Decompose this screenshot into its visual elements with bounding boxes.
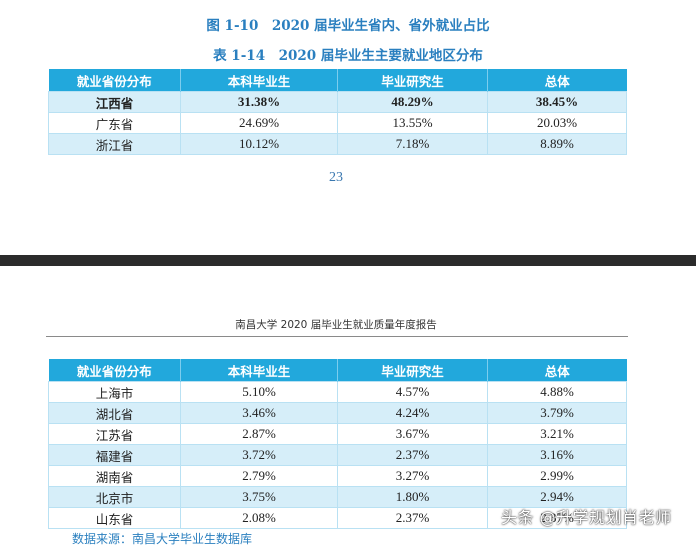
cell-graduate: 1.80% [337, 486, 488, 508]
cell-graduate: 48.29% [337, 91, 488, 113]
cell-overall: 4.88% [487, 381, 627, 403]
cell-graduate: 2.37% [337, 507, 488, 529]
table-row: 上海市 5.10% 4.57% 4.88% [48, 381, 627, 403]
table-header-row: 就业省份分布 本科毕业生 毕业研究生 总体 [48, 359, 627, 382]
data-source-note: 数据来源：南昌大学毕业生数据库 [72, 532, 253, 546]
cell-undergrad: 3.46% [180, 402, 338, 424]
cell-undergrad: 5.10% [180, 381, 338, 403]
cell-province: 湖南省 [48, 465, 181, 487]
table-row: 浙江省 10.12% 7.18% 8.89% [48, 133, 627, 155]
header-graduate: 毕业研究生 [337, 359, 488, 382]
cell-graduate: 4.24% [337, 402, 488, 424]
header-overall: 总体 [487, 359, 627, 382]
header-undergrad: 本科毕业生 [180, 69, 338, 92]
cell-undergrad: 2.08% [180, 507, 338, 529]
cell-province: 湖北省 [48, 402, 181, 424]
table-row: 湖南省 2.79% 3.27% 2.99% [48, 465, 627, 487]
cell-undergrad: 31.38% [180, 91, 338, 113]
cell-province: 山东省 [48, 507, 181, 529]
cell-overall: 3.16% [487, 444, 627, 466]
cell-overall: 8.89% [487, 133, 627, 155]
page-number: 23 [329, 170, 343, 185]
cell-undergrad: 2.87% [180, 423, 338, 445]
cell-overall: 3.79% [487, 402, 627, 424]
header-overall: 总体 [487, 69, 627, 92]
table-header-row: 就业省份分布 本科毕业生 毕业研究生 总体 [48, 69, 627, 92]
header-province: 就业省份分布 [48, 69, 181, 92]
employment-region-table-1: 就业省份分布 本科毕业生 毕业研究生 总体 江西省 31.38% 48.29% … [48, 69, 627, 155]
cell-province: 江西省 [48, 91, 181, 113]
cell-graduate: 3.27% [337, 465, 488, 487]
cell-overall: 2.94% [487, 486, 627, 508]
cell-province: 广东省 [48, 112, 181, 134]
employment-region-table-2: 就业省份分布 本科毕业生 毕业研究生 总体 上海市 5.10% 4.57% 4.… [48, 359, 627, 529]
page-separator [0, 255, 696, 266]
cell-graduate: 13.55% [337, 112, 488, 134]
cell-overall: 38.45% [487, 91, 627, 113]
header-rule [46, 336, 628, 337]
cell-province: 浙江省 [48, 133, 181, 155]
table-row: 江西省 31.38% 48.29% 38.45% [48, 91, 627, 113]
cell-graduate: 7.18% [337, 133, 488, 155]
running-header: 南昌大学 2020 届毕业生就业质量年度报告 [235, 319, 437, 331]
cell-graduate: 3.67% [337, 423, 488, 445]
table-row: 山东省 2.08% 2.37% 2.37% [48, 507, 627, 529]
table-row: 广东省 24.69% 13.55% 20.03% [48, 112, 627, 134]
cell-overall: 2.37% [487, 507, 627, 529]
cell-overall: 20.03% [487, 112, 627, 134]
cell-graduate: 2.37% [337, 444, 488, 466]
cell-undergrad: 2.79% [180, 465, 338, 487]
table-row: 福建省 3.72% 2.37% 3.16% [48, 444, 627, 466]
cell-undergrad: 10.12% [180, 133, 338, 155]
table-caption: 表 1-14 2020 届毕业生主要就业地区分布 [213, 48, 483, 64]
table-row: 江苏省 2.87% 3.67% 3.21% [48, 423, 627, 445]
cell-undergrad: 24.69% [180, 112, 338, 134]
cell-undergrad: 3.72% [180, 444, 338, 466]
watermark: 头条 @升学规划肖老师 [501, 508, 672, 527]
figure-caption: 图 1-10 2020 届毕业生省内、省外就业占比 [206, 18, 490, 34]
cell-overall: 2.99% [487, 465, 627, 487]
cell-province: 福建省 [48, 444, 181, 466]
cell-province: 北京市 [48, 486, 181, 508]
cell-province: 上海市 [48, 381, 181, 403]
cell-province: 江苏省 [48, 423, 181, 445]
cell-overall: 3.21% [487, 423, 627, 445]
header-province: 就业省份分布 [48, 359, 181, 382]
table-row: 北京市 3.75% 1.80% 2.94% [48, 486, 627, 508]
header-undergrad: 本科毕业生 [180, 359, 338, 382]
cell-graduate: 4.57% [337, 381, 488, 403]
table-row: 湖北省 3.46% 4.24% 3.79% [48, 402, 627, 424]
cell-undergrad: 3.75% [180, 486, 338, 508]
header-graduate: 毕业研究生 [337, 69, 488, 92]
